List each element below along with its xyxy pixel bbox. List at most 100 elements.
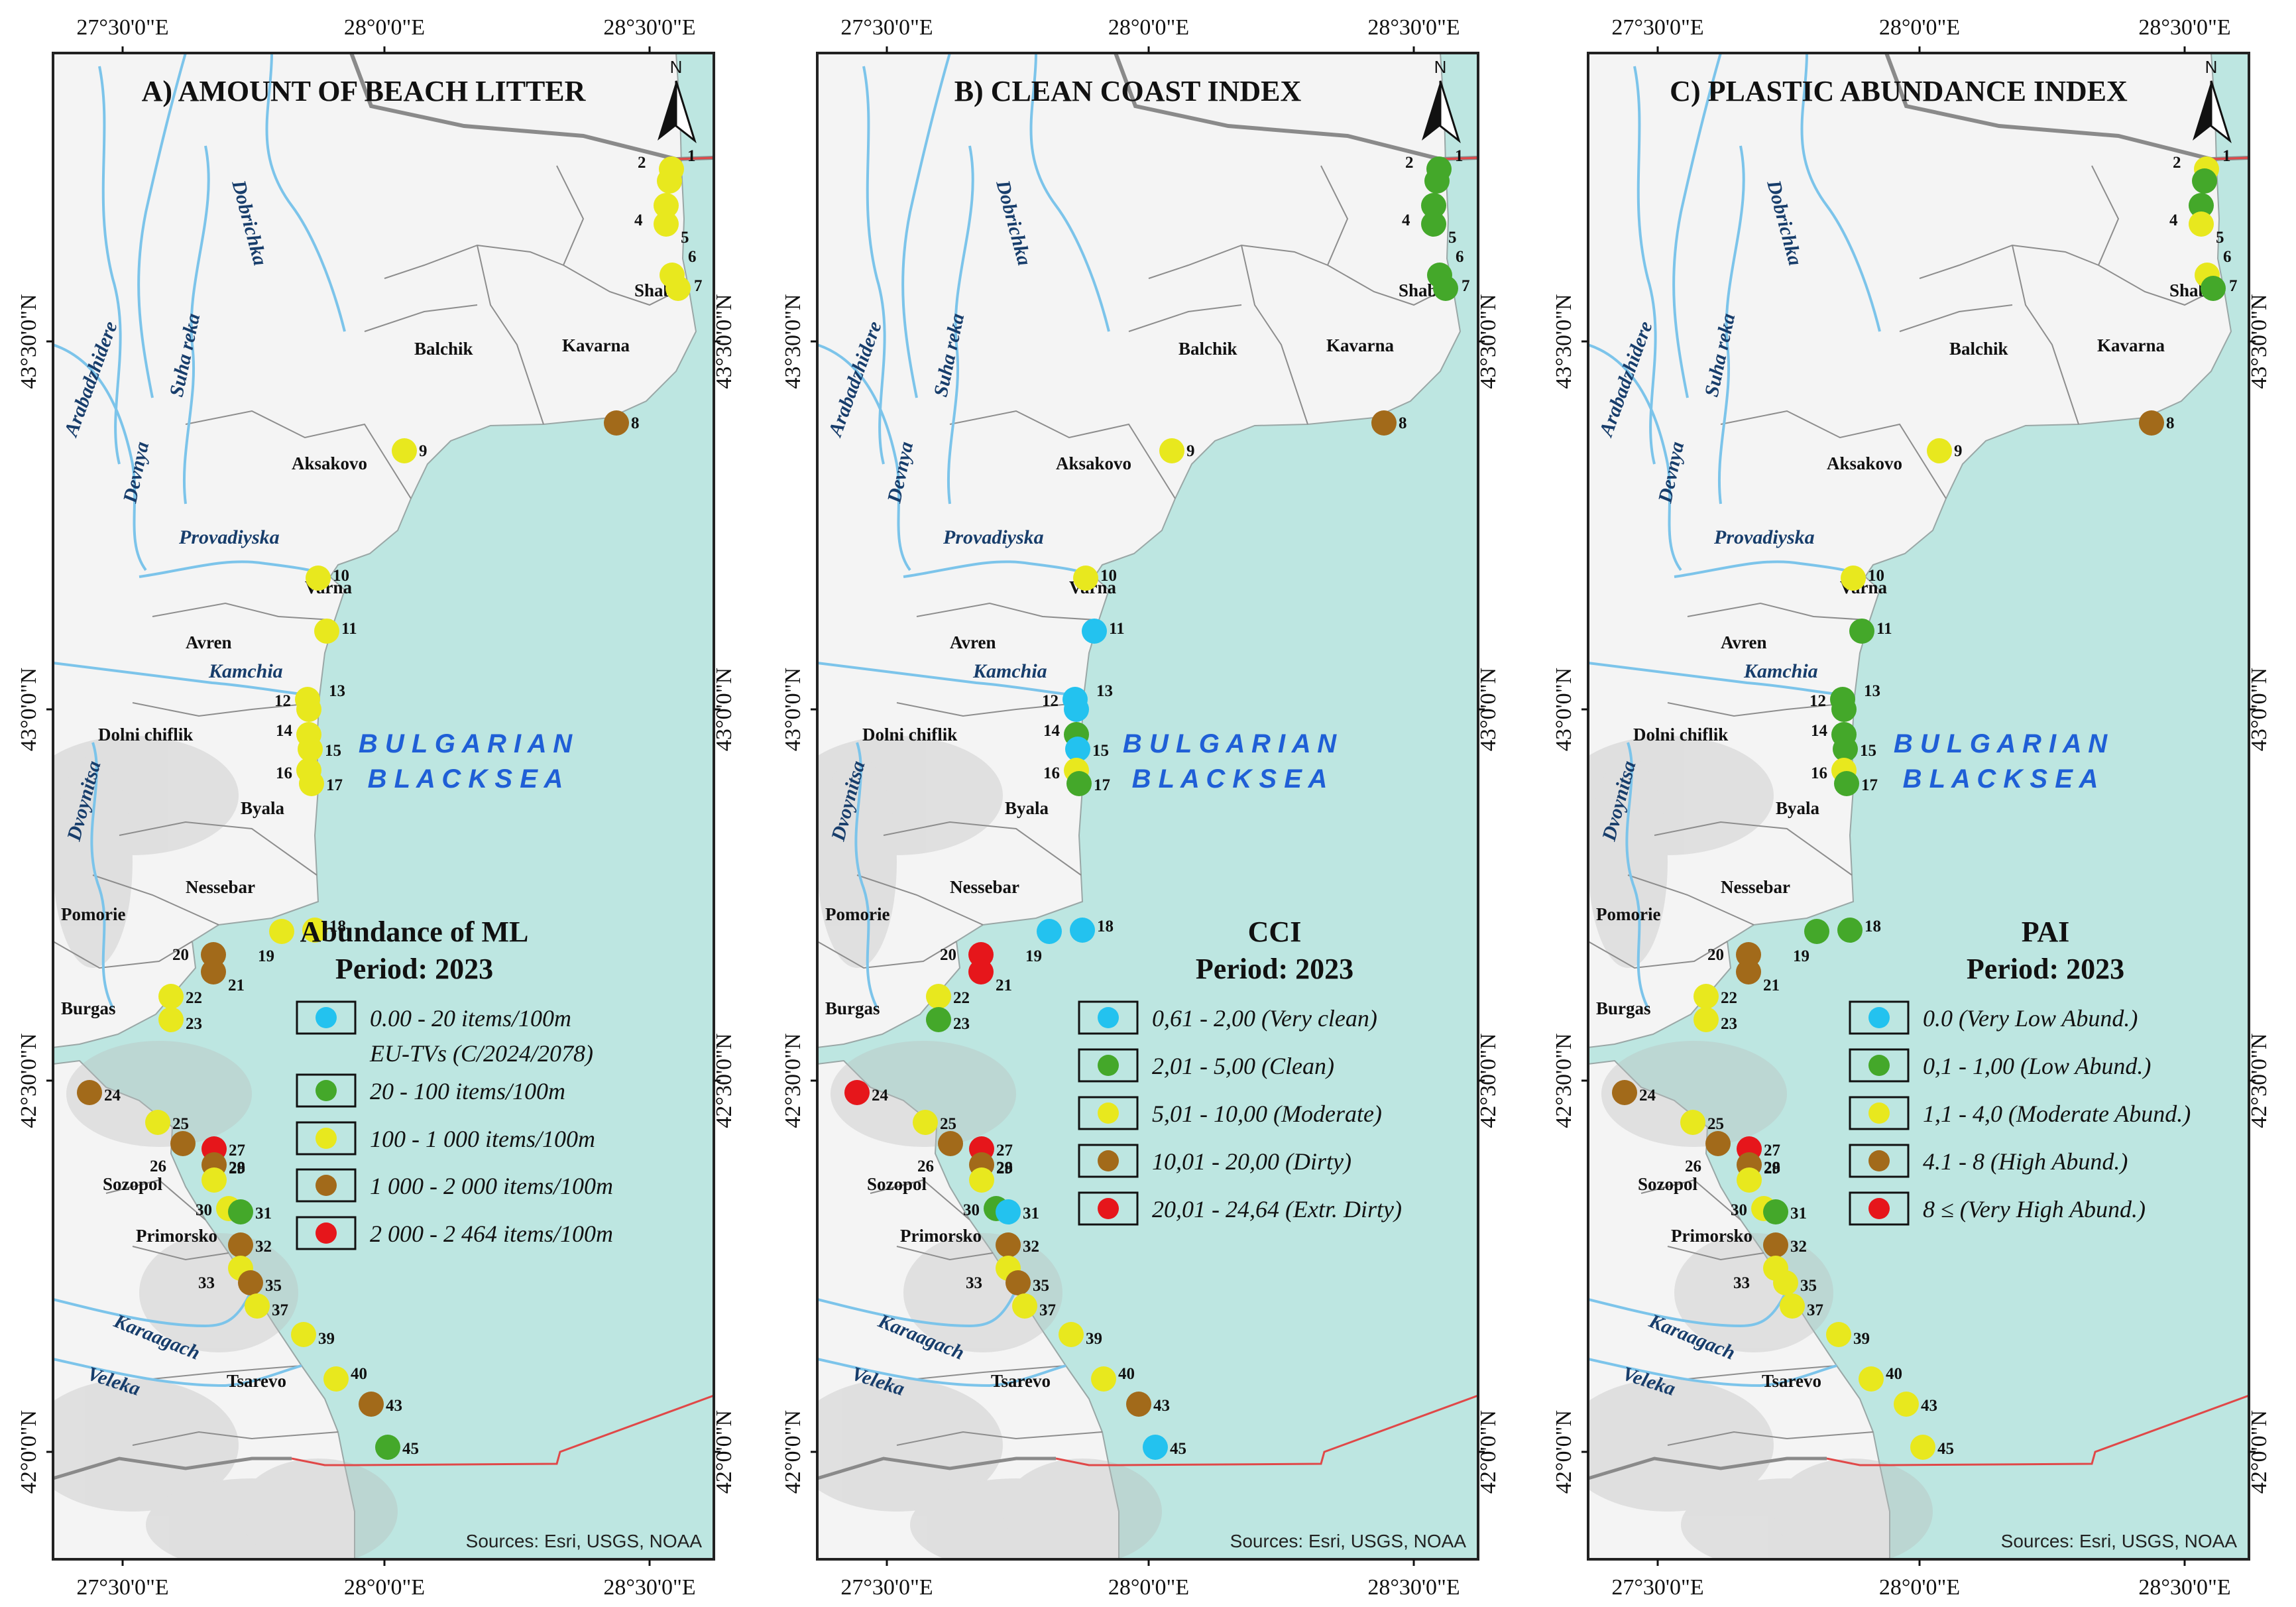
site-label: 13 <box>1864 682 1880 700</box>
municipal-border <box>916 1365 1066 1380</box>
river <box>1029 53 1110 332</box>
site-label: 25 <box>1707 1115 1724 1133</box>
site-label: 12 <box>274 692 291 710</box>
site-label: 23 <box>953 1015 970 1033</box>
site-marker-29 <box>1737 1167 1762 1193</box>
site-marker-11 <box>314 619 339 644</box>
legend-swatch-green <box>1868 1055 1890 1076</box>
site-marker-22 <box>926 984 951 1009</box>
site-marker-17 <box>1834 771 1859 796</box>
site-label: 16 <box>1043 764 1060 782</box>
site-marker-21 <box>968 959 994 984</box>
legend-swatch-brown <box>1098 1150 1119 1171</box>
legend-item-label: 0.0 (Very Low Abund.) <box>1923 1005 2138 1032</box>
site-label: 14 <box>276 722 293 740</box>
municipal-border <box>916 602 1096 621</box>
municipal-border <box>152 1365 302 1380</box>
town-label: Avren <box>1721 632 1767 652</box>
lat-label-left: 42°30'0"N <box>1552 1033 1576 1128</box>
site-label: 33 <box>1733 1274 1750 1292</box>
town-label: Kavarna <box>562 335 630 355</box>
municipal-border <box>817 941 957 969</box>
site-marker-23 <box>158 1007 184 1032</box>
municipal-border <box>1667 1246 1764 1261</box>
site-label: 18 <box>329 918 346 935</box>
site-label: 25 <box>172 1115 189 1133</box>
site-label: 27 <box>229 1142 245 1160</box>
river <box>90 742 114 1008</box>
site-label: 17 <box>326 776 343 794</box>
site-label: 7 <box>694 277 703 295</box>
municipal-border <box>1899 304 2013 332</box>
site-marker-10 <box>306 565 331 591</box>
lat-label-right: 42°30'0"N <box>2247 1033 2271 1128</box>
site-marker-39 <box>1826 1322 1851 1347</box>
river-label: Provadiyska <box>178 526 280 548</box>
legend-item-label: 100 - 1 000 items/100m <box>370 1126 595 1152</box>
site-marker-25 <box>1680 1110 1705 1135</box>
panel-title: C) PLASTIC ABUNDANCE INDEX <box>1670 75 2128 107</box>
site-marker-32 <box>1763 1232 1788 1258</box>
site-marker-32 <box>228 1232 253 1258</box>
municipal-border <box>1667 702 1854 717</box>
site-marker-9 <box>1159 438 1184 463</box>
legend-swatch-brown <box>316 1175 337 1196</box>
lat-label-right: 43°30'0"N <box>712 294 736 388</box>
town-label: Nessebar <box>186 877 255 897</box>
site-label: 37 <box>1807 1301 1823 1319</box>
site-marker-20 <box>201 942 226 967</box>
sea-label: B U L G A R I A N <box>359 729 573 758</box>
site-label: 40 <box>1118 1365 1135 1383</box>
town-label: Burgas <box>825 998 880 1018</box>
site-marker-15 <box>1833 737 1858 762</box>
source-credit: Sources: Esri, USGS, NOAA <box>1230 1531 1467 1551</box>
town-label: Balchik <box>414 339 473 359</box>
site-label: 12 <box>1809 692 1826 710</box>
site-label: 43 <box>386 1397 402 1415</box>
site-marker-37 <box>1012 1293 1037 1319</box>
legend: CCI Period: 2023 0,61 - 2,00 (Very clean) 2… <box>1078 916 1402 1226</box>
site-label: 43 <box>1153 1397 1170 1415</box>
legend-period: Period: 2023 <box>1967 953 2124 985</box>
site-label: 17 <box>1861 776 1878 794</box>
site-label: 6 <box>688 248 697 266</box>
lat-label-right: 43°30'0"N <box>2247 294 2271 388</box>
river <box>1588 1358 1837 1388</box>
municipal-border <box>1687 1365 1837 1380</box>
town-label: Aksakovo <box>1827 453 1902 473</box>
site-label: 18 <box>1097 918 1114 935</box>
river <box>1588 1289 1788 1328</box>
site-marker-9 <box>1927 438 1952 463</box>
lon-label-top: 27°30'0"E <box>76 15 168 40</box>
municipal-border <box>1128 304 1242 332</box>
town-label: Avren <box>950 632 996 652</box>
site-marker-37 <box>1780 1293 1805 1319</box>
municipal-border <box>119 821 317 876</box>
site-label: 14 <box>1043 722 1061 740</box>
site-label: 29 <box>996 1160 1013 1177</box>
legend-item-label: 8 ≤ (Very High Abund.) <box>1923 1196 2146 1222</box>
site-marker-15 <box>298 737 323 762</box>
site-marker-22 <box>158 984 184 1009</box>
site-marker-39 <box>1059 1322 1084 1347</box>
lon-label-bottom: 28°30'0"E <box>603 1575 695 1600</box>
site-label: 15 <box>1092 742 1109 760</box>
legend-item-label: 20 - 100 items/100m <box>370 1078 565 1104</box>
site-marker-23 <box>1693 1007 1719 1032</box>
site-label: 1 <box>2222 147 2231 165</box>
site-marker-18 <box>302 918 327 943</box>
lat-label-right: 42°30'0"N <box>1476 1033 1501 1128</box>
site-label: 32 <box>1790 1238 1807 1256</box>
lat-label-right: 42°0'0"N <box>712 1410 736 1494</box>
legend-item-label: 0,61 - 2,00 (Very clean) <box>1152 1005 1377 1032</box>
river <box>182 145 210 505</box>
site-marker-40 <box>1091 1366 1116 1392</box>
site-marker-8 <box>2139 410 2164 436</box>
map-panel-3: ShablaKavarnaBalchikAksakovoVarnaAvrenDo… <box>1552 15 2271 1600</box>
legend-item-label: 5,01 - 10,00 (Moderate) <box>1152 1101 1382 1127</box>
site-marker-43 <box>1126 1392 1151 1417</box>
river <box>817 662 1084 697</box>
site-label: 14 <box>1811 722 1828 740</box>
river <box>1588 662 1855 697</box>
site-label: 16 <box>1811 764 1827 782</box>
